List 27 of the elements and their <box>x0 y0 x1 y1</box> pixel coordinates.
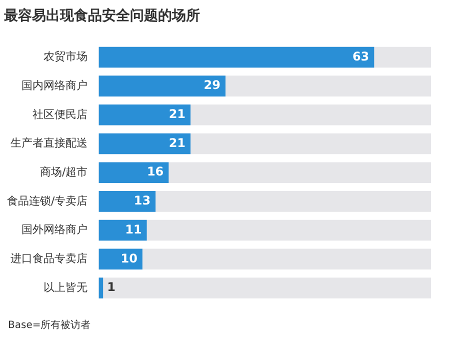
data-label: 29 <box>204 78 220 92</box>
y-tick-label: 进口食品专卖店 <box>10 252 88 265</box>
bar <box>98 248 142 270</box>
bar <box>98 133 191 154</box>
data-label: 16 <box>146 164 164 179</box>
data-label: 10 <box>120 251 138 266</box>
y-tick-label: 国内网络商户 <box>22 78 88 92</box>
bar <box>98 220 147 241</box>
y-tick-label: 生产者直接配送 <box>10 136 88 150</box>
data-label: 63 <box>352 49 370 64</box>
data-label: 11 <box>125 222 142 236</box>
bar <box>98 191 156 212</box>
y-tick-label: 以上皆无 <box>44 280 88 294</box>
data-label: 13 <box>134 194 151 208</box>
y-tick-label: 农贸市场 <box>44 50 88 64</box>
y-tick-label: 社区便民店 <box>32 108 88 121</box>
bar <box>98 278 104 298</box>
bar <box>98 162 169 183</box>
bar <box>98 104 191 126</box>
text: Base=所有被访者 <box>8 318 91 332</box>
data-label: 1 <box>107 280 116 294</box>
chart-title: 最容易出现食品安全问题的场所 <box>3 7 200 24</box>
data-label: 21 <box>168 107 186 122</box>
y-tick-label: 商场/超市 <box>40 165 88 178</box>
y-tick-label: 国外网络商户 <box>22 223 88 236</box>
y-tick-label: 食品连锁/专卖店 <box>6 194 88 208</box>
data-label: 21 <box>168 136 186 150</box>
